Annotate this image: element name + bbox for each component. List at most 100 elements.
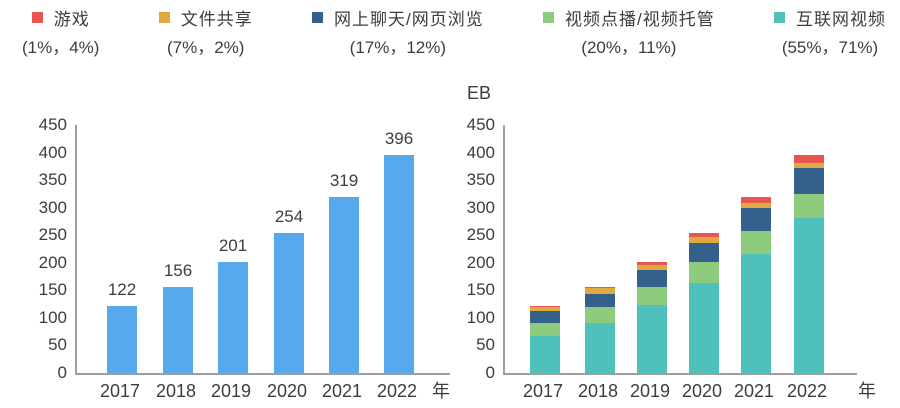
y-axis-tick-label: 450 [38,115,67,134]
legend-item: 视频点播/视频托管 (20%，11%) [543,5,715,58]
bar-value-label: 319 [329,171,359,191]
stacked-bar-segment [637,262,667,265]
stacked-bar-segment [689,262,719,283]
y-axis-tick-label: 50 [476,335,495,355]
stacked-bar-segment [794,218,824,373]
y-axis-tick-label: 150 [466,280,495,300]
legend-item: 网上聊天/网页浏览 (17%，12%) [312,5,484,58]
legend-item-percentages: (55%，71%) [781,38,879,57]
y-axis-tick-label: 250 [466,225,495,245]
stacked-bar-segment [585,293,615,308]
legend-swatch-icon [31,11,43,23]
legend-item-label: 互联网视频 [796,9,886,29]
x-axis-tick-label: 2017 [522,381,564,401]
total-traffic-bar [384,154,414,373]
stacked-bar-segment [585,286,615,289]
legend-item-label: 视频点播/视频托管 [565,9,715,29]
legend-item: 互联网视频 (55%，71%) [774,5,886,58]
stacked-bar-segment [530,311,560,323]
legend-item-label: 网上聊天/网页浏览 [334,9,484,29]
x-axis-tick-label: 2021 [733,381,775,401]
x-axis-tick-label: 2022 [376,381,418,401]
stacked-bar-segment [689,282,719,373]
y-axis-unit-label: EB [466,83,491,103]
stacked-bar-segment [530,336,560,373]
stacked-bar-segment [794,167,824,194]
stacked-bar-segment [637,270,667,287]
bar-value-label: 122 [107,279,137,299]
y-axis-tick-label: 450 [466,115,495,134]
x-axis-tick-label: 2019 [629,381,671,401]
total-traffic-bar [218,262,248,373]
x-axis-tick-label: 2020 [266,381,308,401]
bar-value-label: 254 [274,207,304,227]
right-plot-area [503,125,857,375]
right-x-axis-unit: 年 [858,381,876,401]
stacked-bar-segment [585,322,615,373]
bar-value-label: 396 [384,128,414,148]
chart-legend: 游戏 (1%，4%) 文件共享 (7%，2%) 网上聊天/网页浏览 (17%，12%) 视频… [22,5,886,58]
stacked-bar-segment [637,305,667,373]
y-axis-tick-label: 200 [38,252,67,272]
y-axis-tick-label: 250 [38,225,67,245]
legend-swatch-icon [774,11,785,23]
x-axis-tick-label: 2020 [681,381,723,401]
stacked-bar-segment [530,322,560,337]
total-traffic-bar [163,287,193,373]
stacked-bar-segment [637,264,667,271]
left-plot-area: 122 156 201 254 319 396 [75,125,450,375]
y-axis-tick-label: 400 [466,142,495,162]
stacked-bar-segment [741,231,771,254]
legend-item-percentages: (1%，4%) [22,38,100,57]
stacked-bar-segment [741,197,771,204]
legend-swatch-icon [543,11,554,23]
y-axis-tick-label: 50 [48,335,67,355]
stacked-bar-segment [689,236,719,243]
x-axis-tick-label: 2018 [577,381,619,401]
y-axis-tick-label: 300 [38,197,67,217]
legend-item-percentages: (20%，11%) [581,38,677,57]
total-traffic-bar-chart: 122 156 201 254 319 396 年 0 50 100 150 200 250 300 3… [20,115,450,408]
legend-swatch-icon [158,11,170,23]
y-axis-tick-label: 0 [57,363,67,382]
y-axis-tick-label: 300 [466,197,495,217]
legend-item: 文件共享 (7%，2%) [158,5,253,58]
legend-item-percentages: (17%，12%) [349,38,447,57]
bar-value-label: 201 [218,236,248,256]
y-axis-tick-label: 150 [38,280,67,300]
y-axis-tick-label: 100 [466,307,495,327]
stacked-bar-segment [585,307,615,323]
stacked-bar-segment [741,208,771,232]
legend-swatch-icon [312,11,323,23]
stacked-bar-segment [637,286,667,305]
bar-value-label: 156 [163,261,193,281]
stacked-bar-segment [794,194,824,219]
x-axis-tick-label: 2021 [321,381,363,401]
stacked-bar-segment [689,232,719,237]
x-axis-tick-label: 2017 [99,381,141,401]
stacked-bar-segment [530,306,560,312]
stacked-bar-segment [741,203,771,209]
legend-item-label: 游戏 [53,9,90,29]
y-axis-tick-label: 350 [466,170,495,190]
y-axis-tick-label: 100 [38,307,67,327]
x-axis-tick-label: 2018 [155,381,197,401]
y-axis-tick-label: 400 [38,142,67,162]
x-axis-tick-label: 2022 [786,381,828,401]
legend-item-label: 文件共享 [180,9,253,29]
x-axis-tick-label: 2019 [210,381,252,401]
total-traffic-bar [274,233,304,373]
stacked-bar-segment [689,242,719,263]
total-traffic-bar [329,197,359,373]
y-axis-tick-label: 350 [38,170,67,190]
legend-item-percentages: (7%，2%) [167,38,245,57]
stacked-bar-segment [794,163,824,168]
stacked-bar-segment [585,288,615,294]
stacked-bar-segment [741,253,771,373]
stacked-bar-segment [530,305,560,307]
traffic-by-application-stacked-chart: EB 年 0 50 100 150 200 250 300 350 400 450 2017 2018… [448,83,876,408]
stacked-bar-segment [794,154,824,164]
y-axis-tick-label: 0 [485,363,495,382]
total-traffic-bar [107,305,137,373]
